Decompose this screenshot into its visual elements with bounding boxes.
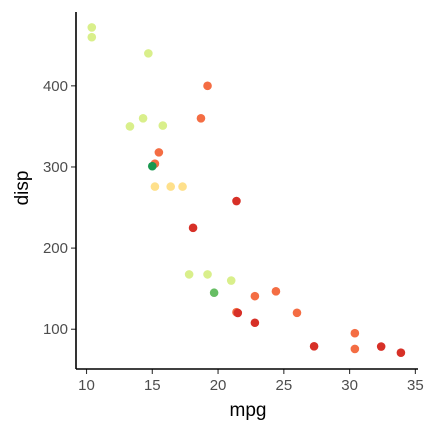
x-tick-label: 35 (407, 377, 424, 394)
points-layer (87, 23, 406, 357)
x-axis-ticks: 10 15 20 25 30 35 (78, 369, 424, 394)
y-axis-ticks: 100 200 300 400 (43, 78, 76, 338)
data-point (166, 182, 176, 191)
data-point (188, 223, 198, 233)
y-tick-label: 100 (43, 321, 68, 338)
data-point (376, 342, 386, 351)
data-point (87, 23, 97, 32)
data-point (203, 81, 212, 91)
x-tick-label: 20 (210, 377, 227, 394)
y-tick-label: 400 (43, 78, 68, 95)
data-point (233, 308, 243, 318)
x-axis-title: mpg (230, 400, 267, 421)
data-point (232, 196, 241, 206)
x-tick-label: 15 (144, 377, 161, 394)
data-point (196, 113, 206, 123)
data-point (184, 270, 194, 279)
data-point (226, 276, 236, 285)
data-point (87, 32, 97, 42)
data-point (309, 341, 319, 351)
y-tick-label: 200 (43, 240, 68, 257)
x-tick-label: 30 (341, 377, 358, 394)
data-point (250, 291, 260, 301)
data-point (138, 113, 148, 123)
x-tick-label: 25 (275, 377, 292, 394)
data-point (396, 348, 406, 357)
data-point (178, 182, 187, 191)
data-point (292, 308, 302, 318)
data-point (150, 182, 160, 191)
data-point (125, 122, 135, 131)
data-point (144, 49, 153, 58)
data-point (271, 287, 281, 296)
data-point (350, 328, 360, 338)
data-point (209, 288, 219, 298)
data-point (154, 148, 164, 157)
data-point (158, 121, 168, 130)
data-point (203, 270, 212, 279)
data-point (350, 344, 360, 354)
y-tick-label: 300 (43, 159, 68, 176)
x-tick-label: 10 (78, 377, 95, 394)
data-point (250, 318, 260, 328)
y-axis-title: disp (12, 171, 33, 206)
data-point (147, 161, 157, 171)
